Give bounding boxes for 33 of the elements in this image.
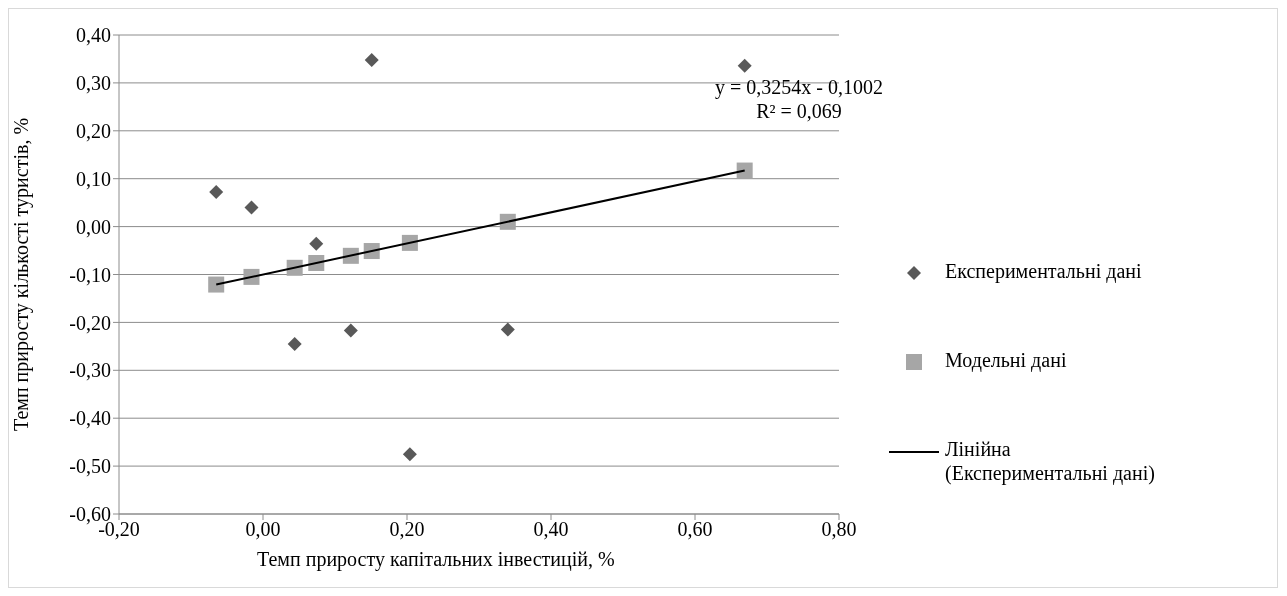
- x-tick-label: 0,60: [677, 518, 713, 541]
- point: [208, 276, 225, 293]
- y-tick-label: -0,20: [69, 311, 111, 334]
- y-tick-label: 0,30: [76, 72, 111, 94]
- legend-label: Експериментальні дані: [945, 259, 1143, 283]
- point: [287, 336, 302, 351]
- y-tick-label: 0,00: [76, 215, 111, 238]
- y-tick-label: 0,20: [76, 119, 111, 142]
- annotation: y = 0,3254x - 0,1002: [714, 75, 884, 99]
- point: [736, 162, 753, 179]
- x-tick-label: 0,40: [533, 518, 569, 541]
- x-tick-label: 0,80: [821, 518, 857, 541]
- y-tick-label: -0,10: [69, 263, 111, 286]
- y-tick-label: 0,40: [76, 24, 111, 47]
- annotation: R² = 0,069: [755, 99, 843, 123]
- point: [364, 52, 379, 67]
- point: [244, 200, 259, 215]
- point: [500, 322, 515, 337]
- legend-label: Лінійна (Експериментальні дані): [945, 437, 1156, 485]
- y-tick-label: -0,40: [69, 407, 111, 430]
- point: [737, 58, 752, 73]
- point: [309, 236, 324, 251]
- x-tick-label: 0,00: [245, 518, 281, 541]
- y-tick-label: -0,30: [69, 359, 111, 382]
- y-tick-label: 0,10: [76, 167, 111, 190]
- x-axis-title: Темп приросту капітальних інвестицій, %: [257, 548, 615, 571]
- legend-label: Модельні дані: [945, 348, 1068, 372]
- point: [402, 447, 417, 462]
- y-axis-title: Темп приросту кількості туристів, %: [10, 117, 34, 432]
- point: [209, 185, 224, 200]
- y-tick-label: -0,50: [69, 455, 111, 478]
- x-tick-label: 0,20: [389, 518, 425, 541]
- point: [343, 323, 358, 338]
